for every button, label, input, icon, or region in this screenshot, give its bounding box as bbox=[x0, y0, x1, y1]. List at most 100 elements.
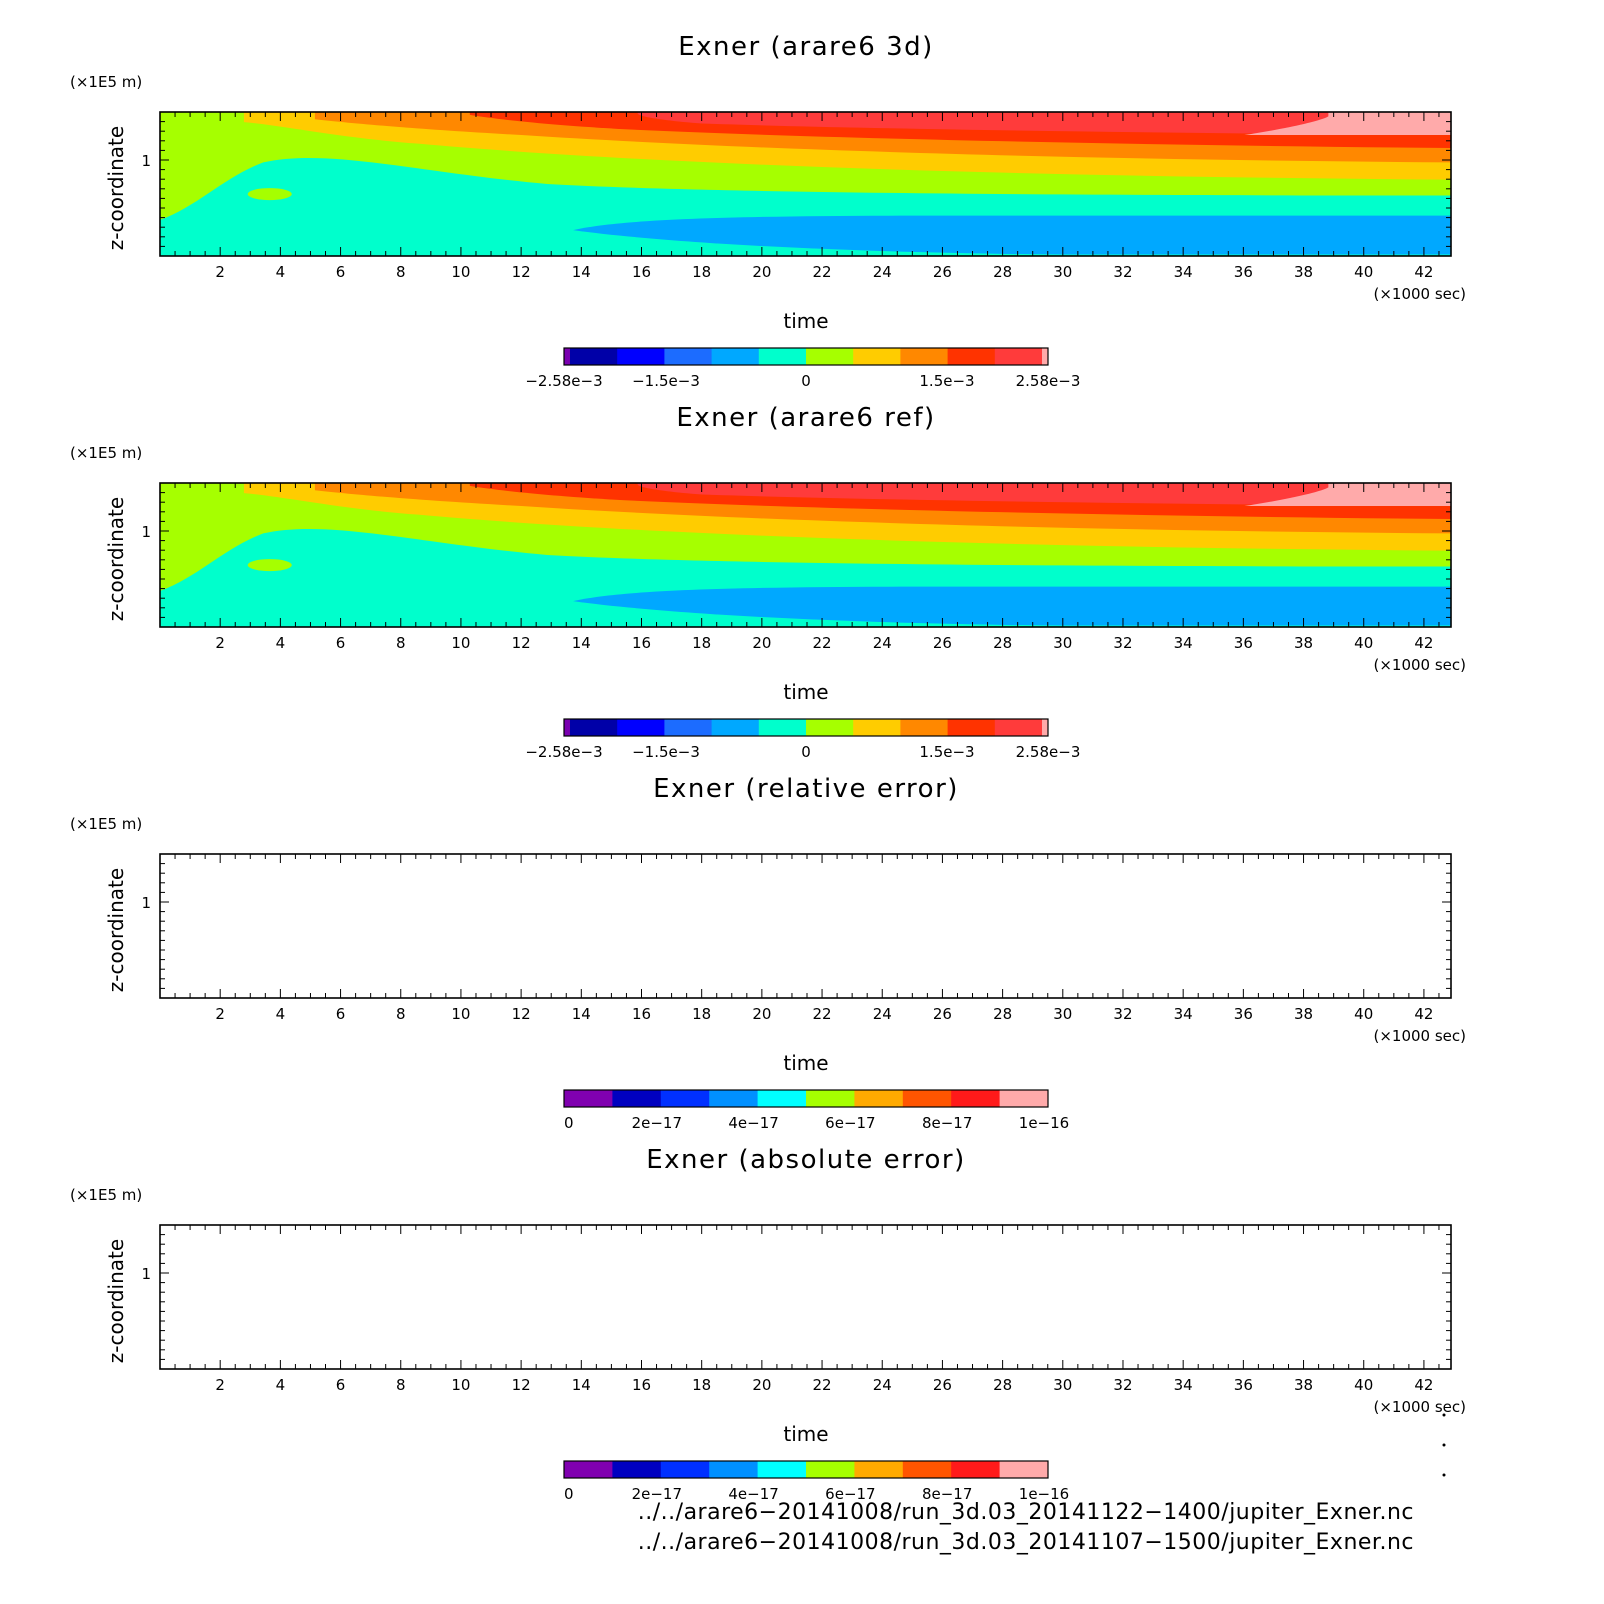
colorbar-frame bbox=[563, 718, 1049, 737]
x-tick-label: 16 bbox=[632, 263, 651, 281]
colorbar-frame bbox=[563, 347, 1049, 366]
colorbar-swatch bbox=[758, 719, 807, 736]
y-tick-label: 1 bbox=[141, 894, 151, 912]
colorbar-swatch bbox=[664, 348, 713, 365]
x-tick-label: 30 bbox=[1053, 634, 1072, 652]
colorbar-label: 8e−17 bbox=[922, 1114, 972, 1132]
source-file-path-ref: ../../arare6−20141008/run_3d.03_20141107… bbox=[637, 1530, 1414, 1555]
x-tick-label: 42 bbox=[1414, 634, 1433, 652]
x-tick-label: 24 bbox=[873, 263, 892, 281]
contour-positive-5 bbox=[637, 483, 1451, 507]
y-unit-label: (×1E5 m) bbox=[70, 444, 142, 462]
colorbar-swatch bbox=[900, 719, 949, 736]
panel-4: Exner (absolute error)(×1E5 m)2 4 6 8 10 12 14… bbox=[70, 1145, 1466, 1503]
colorbar-swatch bbox=[854, 1461, 904, 1478]
x-unit-label: (×1000 sec) bbox=[1373, 656, 1466, 674]
margin-dot bbox=[1442, 1473, 1446, 1477]
y-axis-title: z-coordinate bbox=[104, 126, 128, 250]
colorbar-swatch bbox=[660, 1090, 710, 1107]
colorbar-label: 2.58e−3 bbox=[1016, 372, 1081, 390]
x-tick-label: 16 bbox=[632, 1005, 651, 1023]
x-tick-label: 26 bbox=[933, 1376, 952, 1394]
x-tick-label: 6 bbox=[336, 1376, 346, 1394]
x-tick-label: 28 bbox=[993, 263, 1012, 281]
x-tick-label: 16 bbox=[632, 1376, 651, 1394]
x-tick-label: 30 bbox=[1053, 1005, 1072, 1023]
panel-2: Exner (arare6 ref)(×1E5 m)2 4 6 8 10 12 14 16 18… bbox=[70, 403, 1466, 761]
x-tick-label: 30 bbox=[1053, 263, 1072, 281]
x-tick-label: 14 bbox=[572, 1005, 591, 1023]
x-tick-label: 34 bbox=[1174, 1005, 1193, 1023]
x-tick-label: 4 bbox=[276, 634, 286, 652]
x-tick-label: 6 bbox=[336, 634, 346, 652]
x-tick-label: 2 bbox=[215, 1005, 225, 1023]
x-tick-label: 38 bbox=[1294, 1005, 1313, 1023]
colorbar-swatch bbox=[757, 1090, 807, 1107]
x-tick-label: 12 bbox=[512, 634, 531, 652]
plot-frame bbox=[159, 482, 1452, 628]
margin-dot bbox=[1442, 1413, 1446, 1417]
contour-positive-5 bbox=[637, 112, 1451, 136]
x-tick-label: 34 bbox=[1174, 1376, 1193, 1394]
heatmap-field bbox=[160, 112, 1452, 256]
x-tick-label: 12 bbox=[512, 1005, 531, 1023]
x-tick-label: 18 bbox=[692, 1005, 711, 1023]
colorbar-swatch bbox=[570, 719, 618, 736]
x-tick-label: 26 bbox=[933, 1005, 952, 1023]
x-tick-label: 14 bbox=[572, 634, 591, 652]
x-tick-label: 36 bbox=[1234, 634, 1253, 652]
x-tick-label: 20 bbox=[752, 1005, 771, 1023]
contour-island bbox=[247, 188, 292, 201]
contour-island bbox=[247, 559, 292, 572]
x-axis-title: time bbox=[783, 1422, 828, 1446]
x-tick-label: 32 bbox=[1113, 263, 1132, 281]
x-tick-label: 20 bbox=[752, 1376, 771, 1394]
y-axis: 1 z-coordinate bbox=[104, 863, 1451, 992]
colorbar-swatch bbox=[757, 1461, 807, 1478]
contour-positive-6 bbox=[1244, 112, 1451, 136]
colorbar-label: 6e−17 bbox=[825, 1114, 875, 1132]
colorbar-label: 2e−17 bbox=[632, 1114, 682, 1132]
colorbar-swatch bbox=[758, 348, 807, 365]
x-tick-label: 38 bbox=[1294, 634, 1313, 652]
x-tick-label: 22 bbox=[813, 634, 832, 652]
colorbar-swatch bbox=[709, 1090, 759, 1107]
colorbar-swatch bbox=[951, 1090, 1001, 1107]
x-tick-label: 22 bbox=[813, 263, 832, 281]
contour-positive-6 bbox=[1244, 483, 1451, 507]
x-tick-label: 2 bbox=[215, 263, 225, 281]
x-tick-label: 28 bbox=[993, 1376, 1012, 1394]
y-axis: 1 z-coordinate bbox=[104, 492, 1451, 621]
colorbar-swatch bbox=[664, 719, 713, 736]
colorbar-swatch bbox=[660, 1461, 710, 1478]
x-tick-label: 34 bbox=[1174, 263, 1193, 281]
x-axis-title: time bbox=[783, 309, 828, 333]
x-tick-label: 6 bbox=[336, 263, 346, 281]
x-tick-label: 10 bbox=[451, 1005, 470, 1023]
colorbar-swatch bbox=[570, 348, 618, 365]
x-unit-label: (×1000 sec) bbox=[1373, 285, 1466, 303]
x-axis: 2 4 6 8 10 12 14 16 18 20 22 24 26 28 30 32 34 36 38 40 42 bbox=[174, 483, 1440, 652]
x-unit-label: (×1000 sec) bbox=[1373, 1027, 1466, 1045]
colorbar-swatch bbox=[564, 348, 570, 365]
y-unit-label: (×1E5 m) bbox=[70, 73, 142, 91]
x-axis: 2 4 6 8 10 12 14 16 18 20 22 24 26 28 30 32 34 36 38 40 42 bbox=[174, 854, 1440, 1023]
panel-1: Exner (arare6 3d)(×1E5 m)2 4 6 8 10 12 14 16 18 2… bbox=[70, 32, 1466, 390]
x-tick-label: 24 bbox=[873, 1376, 892, 1394]
colorbar-label: 4e−17 bbox=[728, 1485, 778, 1503]
colorbar-swatch bbox=[806, 719, 854, 736]
x-tick-label: 24 bbox=[873, 634, 892, 652]
x-tick-label: 24 bbox=[873, 1005, 892, 1023]
x-tick-label: 28 bbox=[993, 634, 1012, 652]
colorbar-swatch bbox=[994, 719, 1043, 736]
panel-title: Exner (arare6 3d) bbox=[678, 32, 934, 62]
x-tick-label: 32 bbox=[1113, 634, 1132, 652]
colorbar-label: 0 bbox=[564, 1485, 574, 1503]
x-tick-label: 4 bbox=[276, 1376, 286, 1394]
x-tick-label: 10 bbox=[451, 634, 470, 652]
colorbar-swatch bbox=[947, 719, 996, 736]
colorbar-swatch bbox=[806, 1090, 855, 1107]
colorbar-swatch bbox=[612, 1090, 662, 1107]
colorbar-label: 0 bbox=[801, 372, 811, 390]
x-tick-label: 2 bbox=[215, 1376, 225, 1394]
